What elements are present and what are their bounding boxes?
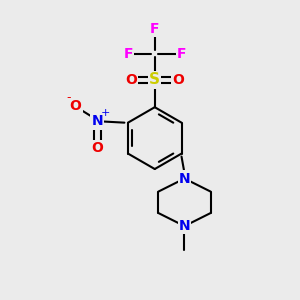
Text: O: O bbox=[70, 99, 82, 113]
Text: +: + bbox=[101, 108, 110, 118]
Text: S: S bbox=[149, 72, 160, 87]
Text: F: F bbox=[150, 22, 160, 36]
Text: O: O bbox=[125, 73, 137, 87]
Text: N: N bbox=[91, 115, 103, 128]
Text: O: O bbox=[91, 141, 103, 154]
Text: F: F bbox=[177, 47, 186, 61]
Text: -: - bbox=[66, 91, 71, 104]
Text: N: N bbox=[179, 172, 190, 185]
Text: F: F bbox=[123, 47, 133, 61]
Text: O: O bbox=[172, 73, 184, 87]
Text: N: N bbox=[179, 219, 190, 233]
